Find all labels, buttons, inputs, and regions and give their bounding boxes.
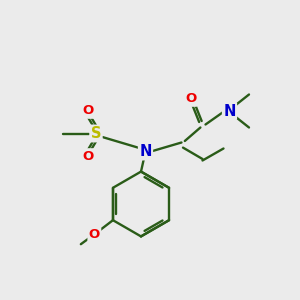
Text: O: O bbox=[89, 228, 100, 241]
Text: O: O bbox=[82, 149, 93, 163]
Text: O: O bbox=[185, 92, 196, 106]
Text: S: S bbox=[91, 126, 101, 141]
Text: N: N bbox=[139, 144, 152, 159]
Text: N: N bbox=[223, 103, 236, 118]
Text: O: O bbox=[82, 104, 93, 118]
